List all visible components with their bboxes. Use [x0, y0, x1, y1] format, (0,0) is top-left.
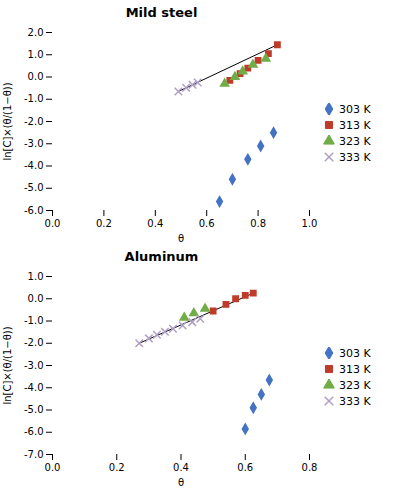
- svg-text:0.0: 0.0: [45, 218, 61, 229]
- svg-text:-1.0: -1.0: [24, 93, 44, 104]
- svg-text:0.2: 0.2: [109, 462, 125, 473]
- svg-text:θ: θ: [178, 477, 184, 488]
- svg-text:-1.0: -1.0: [24, 315, 44, 326]
- svg-text:-2.0: -2.0: [24, 116, 44, 127]
- svg-text:1.0: 1.0: [302, 218, 318, 229]
- svg-text:0.0: 0.0: [28, 293, 44, 304]
- svg-text:-2.0: -2.0: [24, 337, 44, 348]
- svg-text:0.8: 0.8: [302, 462, 318, 473]
- svg-text:1.0: 1.0: [28, 49, 44, 60]
- svg-text:0.0: 0.0: [28, 71, 44, 82]
- svg-text:-3.0: -3.0: [24, 138, 44, 149]
- svg-text:1.0: 1.0: [28, 271, 44, 282]
- html-text:313 K: 313 K: [339, 118, 371, 132]
- svg-text:0.0: 0.0: [45, 462, 61, 473]
- html-text:333 K: 333 K: [339, 394, 371, 408]
- svg-text:2.0: 2.0: [28, 27, 44, 38]
- svg-text:-6.0: -6.0: [24, 426, 44, 437]
- svg-text:ln[C]×(θ/(1−θ)): ln[C]×(θ/(1−θ)): [2, 82, 13, 160]
- svg-text:-4.0: -4.0: [24, 382, 44, 393]
- svg-text:0.8: 0.8: [250, 218, 266, 229]
- svg-text:0.2: 0.2: [96, 218, 112, 229]
- html-text:323 K: 323 K: [339, 378, 371, 392]
- svg-text:-5.0: -5.0: [24, 182, 44, 193]
- html-text:303 K: 303 K: [339, 346, 371, 360]
- svg-text:-3.0: -3.0: [24, 360, 44, 371]
- svg-text:-5.0: -5.0: [24, 404, 44, 415]
- svg-text:-6.0: -6.0: [24, 205, 44, 216]
- html-text:303 K: 303 K: [339, 102, 371, 116]
- svg-text:-4.0: -4.0: [24, 160, 44, 171]
- svg-text:-7.0: -7.0: [24, 449, 44, 460]
- html-text:Aluminum: Aluminum: [124, 249, 199, 264]
- html-text:Mild steel: Mild steel: [125, 5, 198, 20]
- svg-text:ln[C]×(θ/(1−θ)): ln[C]×(θ/(1−θ)): [2, 326, 13, 404]
- svg-text:θ: θ: [178, 233, 184, 244]
- html-text:313 K: 313 K: [339, 362, 371, 376]
- svg-text:0.4: 0.4: [173, 462, 189, 473]
- html-text:333 K: 333 K: [339, 150, 371, 164]
- svg-text:0.4: 0.4: [147, 218, 163, 229]
- html-text:323 K: 323 K: [339, 134, 371, 148]
- svg-text:0.6: 0.6: [199, 218, 215, 229]
- svg-text:0.6: 0.6: [237, 462, 253, 473]
